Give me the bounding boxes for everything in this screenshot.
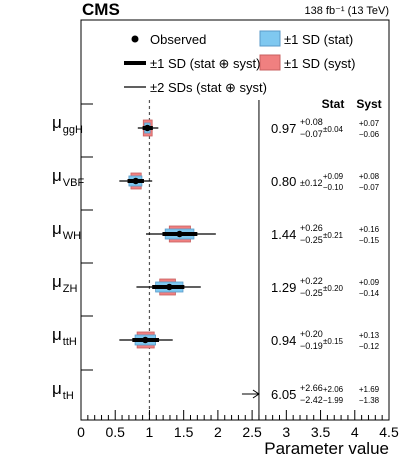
syst-uncertainty-down: −0.14: [359, 289, 380, 298]
total-uncertainty-up: +0.22: [300, 276, 323, 286]
parameter-label-sub: WH: [63, 230, 81, 242]
parameter-label: μttH: [52, 325, 77, 348]
parameter-label-sub: ggH: [63, 124, 83, 136]
total-uncertainty-down: −0.25: [300, 288, 323, 298]
syst-uncertainty-up: +0.16: [359, 225, 380, 234]
total-uncertainty-up: +0.20: [300, 329, 323, 339]
syst-uncertainty-up: +0.09: [359, 278, 380, 287]
legend-observed-label: Observed: [150, 32, 206, 47]
legend-two-sd-label: ±2 SDs (stat ⊕ syst): [150, 80, 267, 95]
x-tick-label: 0: [77, 424, 85, 440]
total-uncertainty-down: −2.42: [300, 395, 323, 405]
row-th: μtH 6.05 +2.66 −2.42+2.06 −1.99 +1.69 −1.38: [52, 369, 380, 405]
value-label: 0.80: [271, 174, 296, 189]
legend-syst-label: ±1 SD (syst): [284, 56, 355, 71]
stat-uncertainty-up: +0.09: [323, 172, 344, 181]
observed-point: [144, 124, 151, 132]
parameter-label-sub: ttH: [63, 336, 77, 348]
syst-uncertainty-down: −0.12: [359, 342, 380, 351]
syst-uncertainty-down: −0.15: [359, 236, 380, 245]
total-uncertainty-down: −0.19: [300, 341, 323, 351]
legend-stat-label: ±1 SD (stat): [284, 32, 353, 47]
x-axis: 0 0.5 1 1.5 2 2.5 3 3.5 4 4.5: [77, 410, 399, 440]
syst-uncertainty-down: −0.07: [359, 183, 380, 192]
column-header-syst: Syst: [356, 97, 381, 111]
stat-uncertainty-down: −1.99: [323, 396, 344, 405]
stat-uncertainty-up: +2.06: [323, 385, 344, 394]
parameter-label-sub: tH: [63, 390, 74, 402]
stat-uncertainty: ±0.04: [323, 125, 344, 134]
x-tick-label: 4.5: [379, 424, 399, 440]
value-label: 1.44: [271, 227, 296, 242]
column-header-stat: Stat: [322, 97, 345, 111]
syst-uncertainty-down: −1.38: [359, 396, 380, 405]
x-tick-label: 2.5: [242, 424, 262, 440]
value-label: 0.94: [271, 333, 296, 348]
row-ggh: μggH 0.97 +0.08 −0.07 ±0.04 +0.07 −0.06: [52, 103, 380, 139]
observed-point: [132, 177, 139, 185]
parameter-label: μggH: [52, 113, 83, 136]
syst-uncertainty-up: +0.07: [359, 119, 380, 128]
total-uncertainty: ±0.12: [300, 178, 322, 188]
x-tick-label: 0.5: [105, 424, 125, 440]
parameter-label: μVBF: [52, 166, 84, 189]
parameter-label: μWH: [52, 219, 81, 242]
luminosity-label: 138 fb⁻¹ (13 TeV): [305, 5, 389, 17]
parameter-label-sub: VBF: [63, 177, 85, 189]
total-uncertainty-down: −0.25: [300, 235, 323, 245]
plot-frame: [80, 19, 390, 421]
x-tick-label: 1.5: [174, 424, 194, 440]
legend-stat-syst-label: ±1 SD (stat ⊕ syst): [150, 56, 261, 71]
total-uncertainty-up: +0.08: [300, 117, 323, 127]
stat-uncertainty: ±0.20: [323, 284, 344, 293]
x-tick-label: 1: [146, 424, 154, 440]
parameter-label: μtH: [52, 379, 74, 402]
x-tick-label: 3.5: [311, 424, 331, 440]
row-zh: μZH 1.29 +0.22 −0.25 ±0.20 +0.09 −0.14: [52, 262, 380, 298]
row-tth: μttH 0.94 +0.20 −0.19 ±0.15 +0.13 −0.12: [52, 315, 380, 351]
value-label: 0.97: [271, 121, 296, 136]
syst-uncertainty-up: +0.13: [359, 331, 380, 340]
legend-syst-swatch: [259, 54, 281, 71]
off-scale-arrow-head: [252, 389, 260, 399]
grid-layer: [148, 100, 260, 420]
observed-point: [166, 283, 173, 291]
row-wh: μWH 1.44 +0.26 −0.25 ±0.21 +0.16 −0.15: [52, 209, 380, 245]
syst-uncertainty-up: +0.08: [359, 172, 380, 181]
observed-point: [142, 336, 149, 344]
row-vbf: μVBF 0.80 ±0.12+0.09 −0.10 +0.08 −0.07: [52, 156, 380, 192]
x-tick-label: 4: [351, 424, 359, 440]
total-uncertainty-up: +0.26: [300, 223, 323, 233]
syst-uncertainty-down: −0.06: [359, 130, 380, 139]
total-uncertainty-up: +2.66: [300, 383, 323, 393]
stat-uncertainty-down: −0.10: [323, 183, 344, 192]
legend-stat-swatch: [259, 30, 281, 47]
parameter-label-sub: ZH: [63, 283, 78, 295]
legend: Observed ±1 SD (stat ⊕ syst) ±2 SDs (sta…: [124, 30, 355, 95]
stat-uncertainty: ±0.21: [323, 231, 344, 240]
x-tick-label: 2: [214, 424, 222, 440]
value-label: 1.29: [271, 280, 296, 295]
x-tick-label: 3: [282, 424, 290, 440]
parameter-label: μZH: [52, 272, 78, 295]
syst-uncertainty-up: +1.69: [359, 385, 380, 394]
stat-uncertainty: ±0.15: [323, 337, 344, 346]
observed-point: [176, 230, 183, 238]
x-axis-label: Parameter value: [264, 439, 389, 458]
total-uncertainty-down: −0.07: [300, 129, 323, 139]
experiment-label: CMS: [82, 0, 120, 19]
value-label: 6.05: [271, 387, 296, 402]
legend-observed-marker: [131, 35, 139, 43]
